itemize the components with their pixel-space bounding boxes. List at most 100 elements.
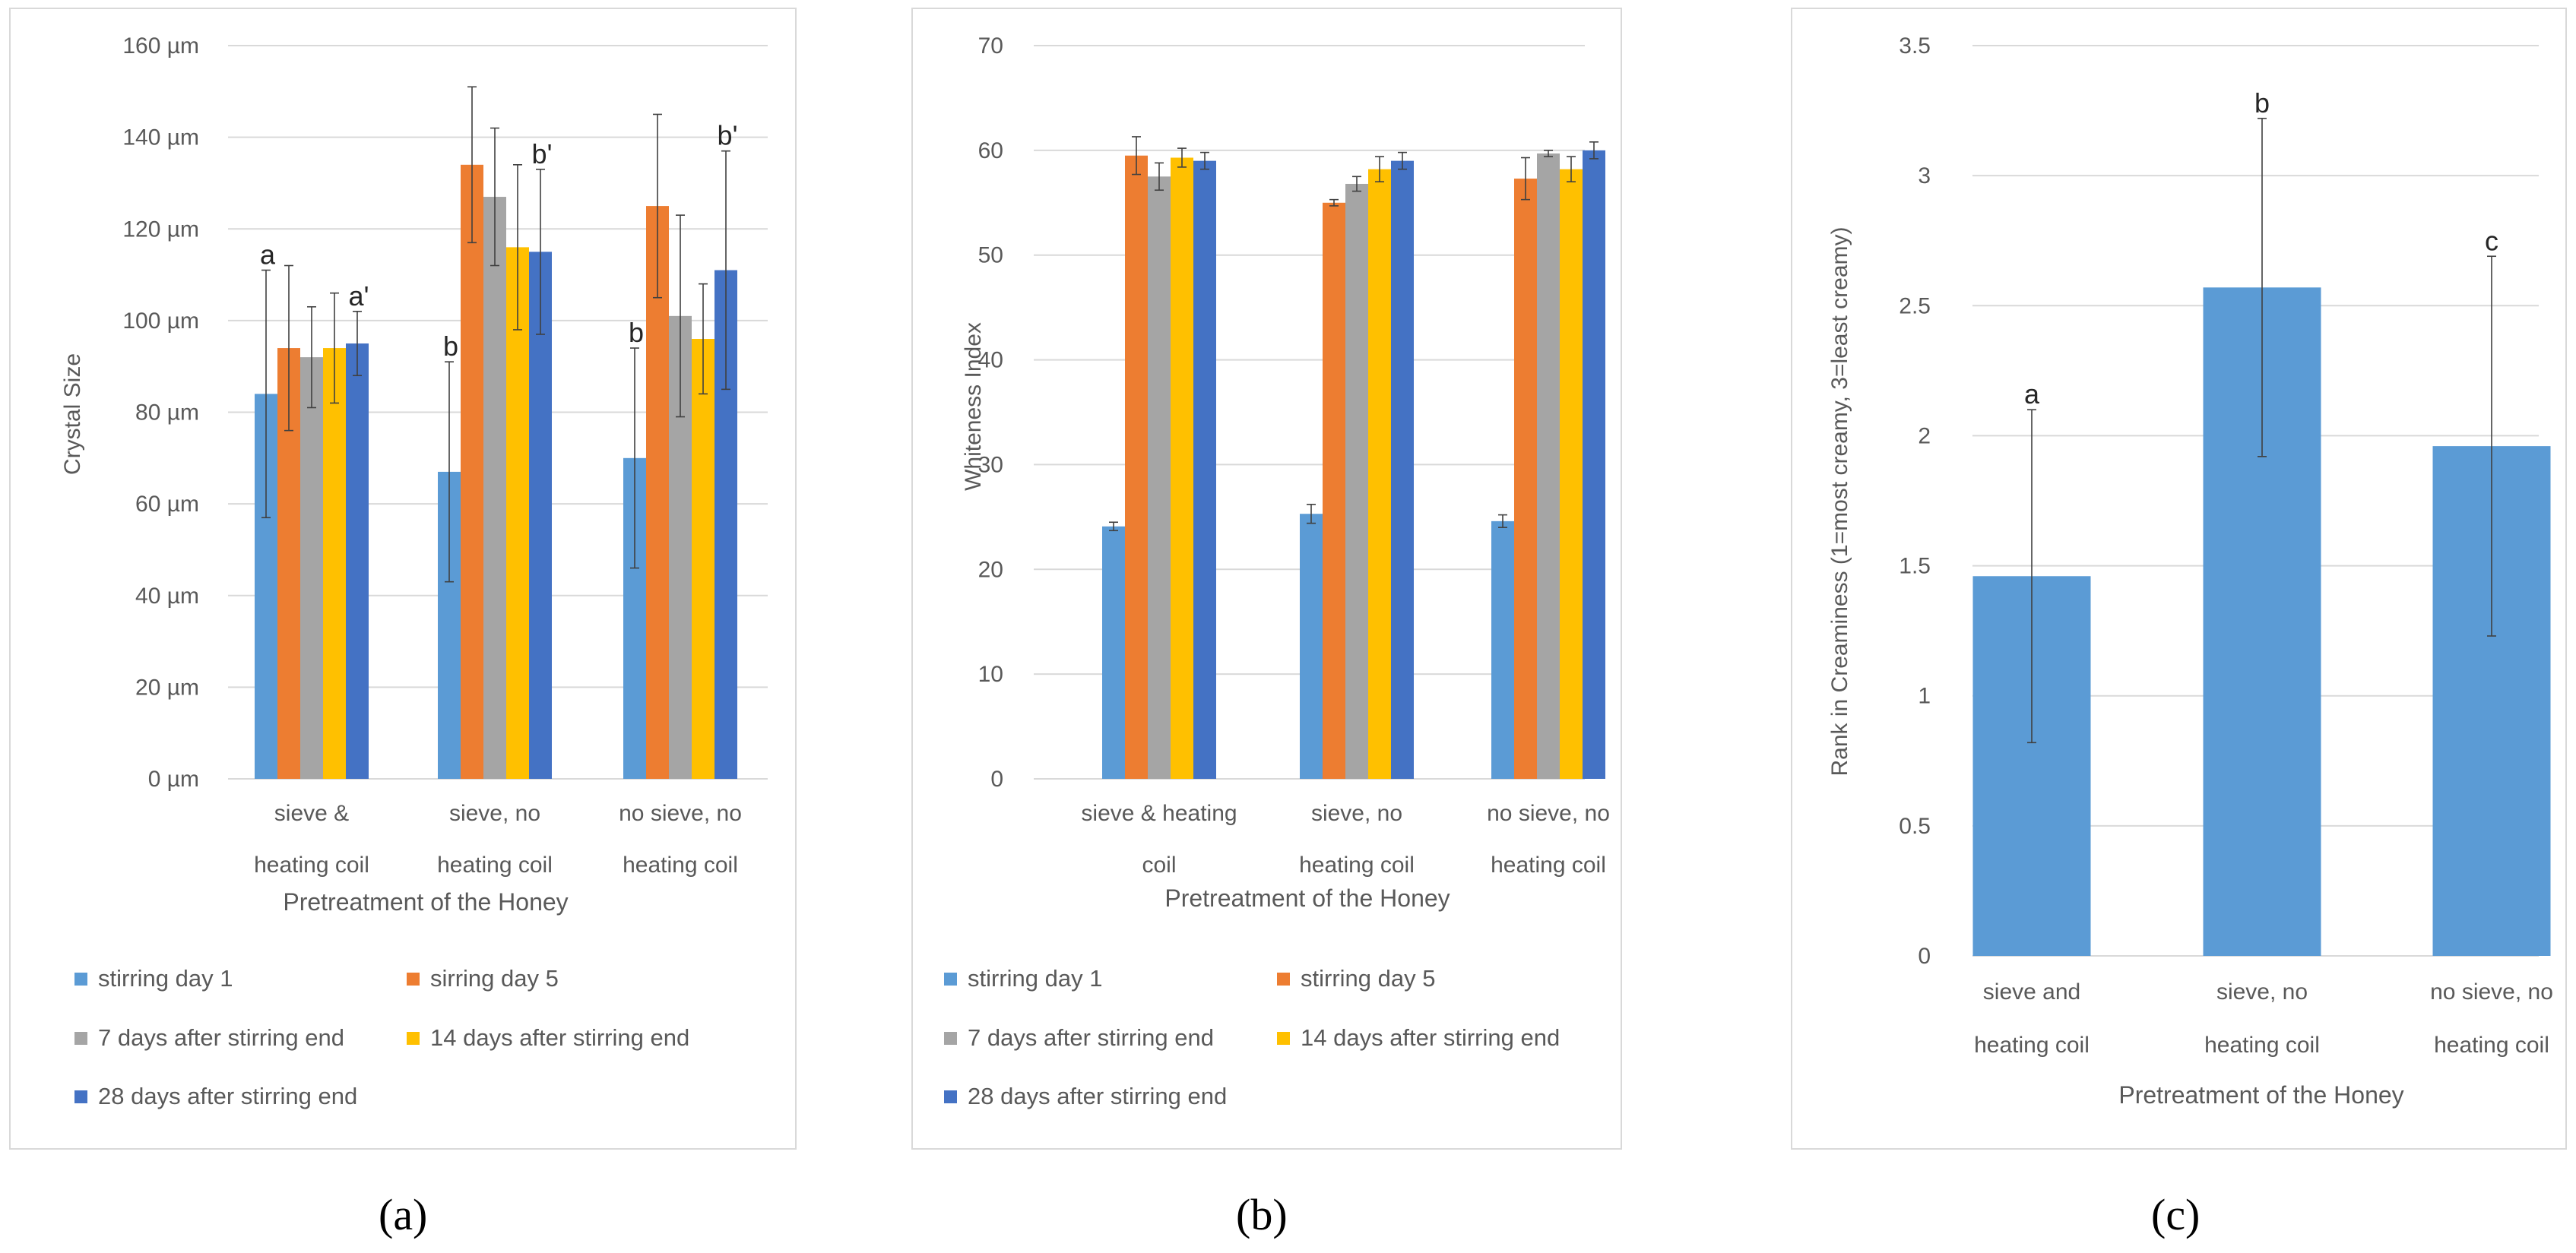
legend-label: sirring day 5	[430, 965, 559, 992]
y-tick-label: 1	[1918, 684, 1931, 709]
x-category-label: sieve, no	[1311, 801, 1402, 826]
legend-item: stirring day 5	[1277, 965, 1435, 992]
y-tick-label: 3	[1918, 163, 1931, 188]
legend-item: 14 days after stirring end	[1277, 1024, 1560, 1052]
bar-14-days-after-stirring-end	[1171, 157, 1193, 779]
bar-28-days-after-stirring-end	[346, 343, 369, 779]
legend-swatch	[944, 1031, 957, 1045]
bar-7-days-after-stirring-end	[483, 197, 506, 779]
y-tick-label: 160 µm	[122, 33, 199, 59]
significance-label: b'	[532, 138, 553, 169]
y-tick-label: 30	[978, 452, 1003, 477]
legend-swatch	[74, 1090, 87, 1103]
y-tick-label: 20	[978, 557, 1003, 582]
caption-b: (b)	[1236, 1189, 1288, 1240]
legend-item: 28 days after stirring end	[944, 1083, 1227, 1110]
legend-label: 14 days after stirring end	[1301, 1024, 1560, 1051]
x-category-label: heating coil	[1491, 853, 1606, 878]
legend-label: stirring day 5	[1301, 965, 1436, 992]
x-category-label: heating coil	[1299, 853, 1415, 878]
x-category-label: heating coil	[437, 853, 553, 878]
bar-sirring-day-5	[646, 206, 669, 779]
y-tick-label: 60	[978, 138, 1003, 163]
x-category-label: heating coil	[254, 853, 369, 878]
legend-label: 7 days after stirring end	[98, 1024, 344, 1051]
y-tick-label: 0.5	[1899, 814, 1931, 839]
caption-a: (a)	[379, 1189, 427, 1240]
bar-stirring-day-1	[1102, 526, 1125, 779]
y-tick-label: 20 µm	[135, 675, 199, 700]
significance-label: a'	[349, 280, 369, 312]
bar-stirring-day-1	[1491, 521, 1514, 779]
chart-a-frame	[9, 8, 797, 1150]
bar-14-days-after-stirring-end	[1368, 169, 1391, 779]
x-category-label: sieve &	[274, 801, 349, 826]
bar-stirring-day-1	[1300, 514, 1323, 779]
x-category-label: heating coil	[623, 853, 738, 878]
legend-swatch	[407, 1031, 420, 1045]
bar-7-days-after-stirring-end	[1148, 176, 1171, 780]
legend-label: stirring day 1	[98, 965, 233, 992]
bar-28-days-after-stirring-end	[1391, 160, 1414, 780]
y-tick-label: 50	[978, 243, 1003, 268]
bar-14-days-after-stirring-end	[506, 247, 529, 779]
x-axis-label: Pretreatment of the Honey	[2118, 1081, 2403, 1109]
legend-item: 14 days after stirring end	[407, 1024, 689, 1052]
legend-item: stirring day 1	[944, 965, 1102, 992]
bar-7-days-after-stirring-end	[1537, 153, 1560, 779]
chart-b-frame	[911, 8, 1622, 1150]
bar-stirring-day-5	[1514, 179, 1537, 780]
y-tick-label: 2.5	[1899, 293, 1931, 318]
y-tick-label: 3.5	[1899, 33, 1931, 59]
y-tick-label: 10	[978, 662, 1003, 687]
legend-item: sirring day 5	[407, 965, 559, 992]
bar-stirring-day-5	[1323, 202, 1345, 779]
significance-label: a	[260, 239, 276, 271]
legend-label: 28 days after stirring end	[98, 1083, 358, 1109]
x-category-label: no sieve, no	[1487, 801, 1610, 826]
x-axis-label: Pretreatment of the Honey	[283, 888, 568, 916]
significance-label: a	[2024, 378, 2040, 410]
bar-28-days-after-stirring-end	[1583, 150, 1605, 779]
y-tick-label: 80 µm	[135, 400, 199, 426]
y-tick-label: 120 µm	[122, 217, 199, 242]
significance-label: b	[629, 317, 644, 348]
x-category-label: sieve & heating	[1081, 801, 1237, 826]
significance-label: c	[2485, 225, 2498, 256]
y-tick-label: 0 µm	[148, 767, 199, 792]
y-axis-label: Rank in Creaminess (1=most creamy, 3=lea…	[1827, 226, 1852, 776]
y-tick-label: 1.5	[1899, 554, 1931, 579]
y-tick-label: 60 µm	[135, 492, 199, 517]
bar-28-days-after-stirring-end	[529, 252, 552, 779]
y-tick-label: 2	[1918, 423, 1931, 448]
y-tick-label: 40	[978, 348, 1003, 373]
bar-14-days-after-stirring-end	[692, 339, 714, 779]
x-category-label: heating coil	[2434, 1033, 2549, 1058]
x-category-label: coil	[1142, 853, 1176, 878]
legend-swatch	[944, 972, 957, 986]
bar-28-days-after-stirring-end	[1193, 160, 1216, 780]
legend-swatch	[74, 1031, 87, 1045]
significance-label: b	[443, 331, 458, 362]
chart-c-frame	[1791, 8, 2567, 1150]
caption-b-text: (b)	[1236, 1190, 1288, 1239]
legend-swatch	[1277, 972, 1290, 986]
legend-item: 7 days after stirring end	[944, 1024, 1214, 1052]
legend-label: 28 days after stirring end	[968, 1083, 1228, 1109]
y-tick-label: 0	[1918, 944, 1931, 969]
x-category-label: sieve and	[1983, 979, 2080, 1005]
caption-a-text: (a)	[379, 1190, 428, 1239]
legend-swatch	[944, 1090, 957, 1103]
y-tick-label: 140 µm	[122, 125, 199, 150]
x-category-label: heating coil	[1974, 1033, 2090, 1058]
y-tick-label: 100 µm	[122, 309, 199, 334]
x-category-label: heating coil	[2204, 1033, 2320, 1058]
legend-label: stirring day 1	[968, 965, 1103, 992]
x-category-label: no sieve, no	[2430, 979, 2553, 1005]
